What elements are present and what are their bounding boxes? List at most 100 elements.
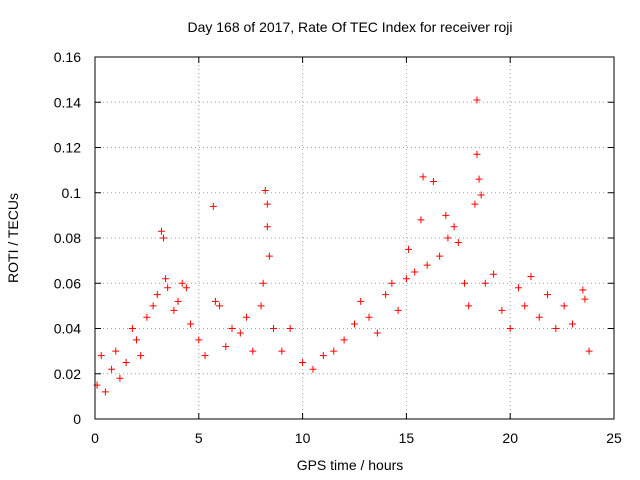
data-point	[243, 313, 251, 321]
data-point	[186, 320, 194, 328]
data-point	[201, 352, 209, 360]
axis-ticks	[94, 56, 615, 420]
data-point	[209, 202, 217, 210]
x-axis-label: GPS time / hours	[297, 457, 404, 473]
data-point	[137, 352, 145, 360]
data-point	[388, 279, 396, 287]
y-tick-label: 0.14	[54, 94, 81, 110]
data-point	[402, 275, 410, 283]
data-point	[527, 272, 535, 280]
data-point	[228, 325, 236, 332]
data-point	[357, 297, 365, 305]
data-point	[174, 297, 182, 305]
data-point	[216, 302, 224, 310]
data-point	[309, 365, 317, 373]
data-point	[112, 347, 120, 355]
data-point	[263, 223, 271, 231]
data-point	[222, 343, 230, 351]
data-point	[515, 284, 523, 292]
y-tick-label: 0	[73, 411, 81, 427]
data-point	[581, 295, 589, 303]
data-point	[286, 325, 294, 332]
data-point	[475, 175, 483, 183]
data-point	[477, 191, 485, 199]
data-point	[411, 268, 419, 276]
data-point	[535, 313, 543, 321]
data-point	[365, 313, 373, 321]
x-tick-label: 20	[502, 430, 518, 446]
data-point	[319, 352, 327, 360]
data-point	[116, 374, 124, 382]
data-point	[423, 261, 431, 269]
data-point	[552, 325, 560, 332]
data-point	[454, 239, 462, 247]
data-point	[481, 279, 489, 287]
data-point	[162, 275, 170, 283]
data-point	[195, 336, 203, 344]
x-tick-label: 10	[295, 430, 311, 446]
plot-frame	[94, 56, 615, 420]
data-point	[263, 200, 271, 208]
x-tick-labels: 0 5 10 15 20 25	[91, 430, 622, 446]
data-point	[544, 291, 552, 299]
data-point	[340, 336, 348, 344]
data-point	[394, 306, 402, 314]
y-tick-labels: 0 0.02 0.04 0.06 0.08 0.1 0.12 0.14 0.16	[54, 49, 81, 427]
data-point	[442, 211, 450, 219]
data-point	[419, 173, 427, 181]
data-point	[473, 150, 481, 158]
x-tick-label: 5	[195, 430, 203, 446]
data-point	[133, 336, 141, 344]
data-point	[404, 245, 412, 253]
data-point	[270, 325, 278, 332]
data-point	[299, 358, 307, 366]
chart-title: Day 168 of 2017, Rate Of TEC Index for r…	[187, 19, 512, 35]
data-point	[465, 302, 473, 310]
data-point	[160, 234, 168, 242]
x-tick-label: 0	[91, 430, 99, 446]
data-point	[579, 286, 587, 294]
y-tick-label: 0.12	[54, 140, 81, 156]
data-point	[265, 252, 273, 260]
y-tick-label: 0.08	[54, 230, 81, 246]
data-point	[560, 302, 568, 310]
data-point	[143, 313, 151, 321]
data-point	[149, 302, 157, 310]
data-point	[373, 329, 381, 337]
data-point	[164, 284, 172, 292]
data-point	[128, 325, 136, 332]
data-point	[429, 177, 437, 185]
data-point	[249, 347, 257, 355]
data-point	[257, 302, 265, 310]
data-point	[278, 347, 286, 355]
data-point	[417, 216, 425, 224]
y-tick-label: 0.06	[54, 275, 81, 291]
data-point	[330, 347, 338, 355]
data-point	[211, 297, 219, 305]
data-point	[259, 279, 267, 287]
data-point	[471, 200, 479, 208]
data-point	[473, 96, 481, 104]
data-point	[450, 223, 458, 231]
data-point	[521, 302, 529, 310]
data-point	[178, 279, 186, 287]
data-point	[506, 325, 514, 332]
data-point	[97, 352, 105, 360]
data-point	[568, 320, 576, 328]
y-axis-label: ROTI / TECUs	[5, 193, 21, 283]
data-point	[101, 388, 109, 396]
data-point	[498, 306, 506, 314]
grid-layer	[95, 57, 614, 419]
data-point	[236, 329, 244, 337]
data-point	[490, 270, 498, 278]
data-point	[157, 227, 165, 235]
data-point	[444, 234, 452, 242]
x-tick-label: 25	[606, 430, 622, 446]
data-point	[351, 320, 358, 328]
x-tick-label: 15	[399, 430, 415, 446]
data-point	[108, 365, 116, 373]
data-point	[382, 291, 390, 299]
data-points	[93, 96, 593, 396]
data-point	[436, 252, 444, 260]
